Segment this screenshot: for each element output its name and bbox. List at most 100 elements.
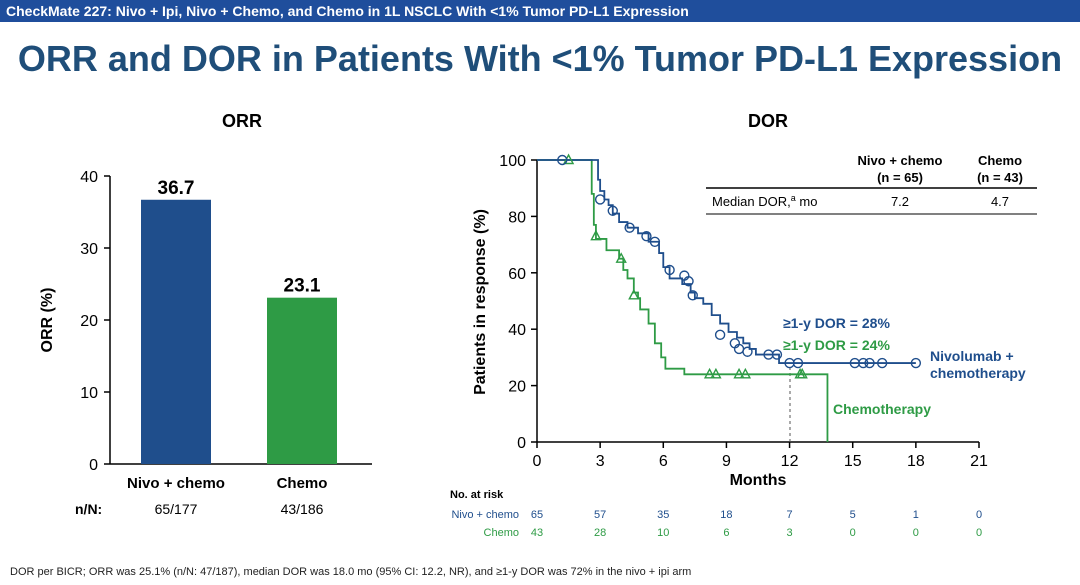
censor-mark-nivo-chemo xyxy=(624,222,635,233)
orr-chart: ORR ORR (%) 0 10 20 30 40 36.7 23.1 Nivo + c… xyxy=(39,111,372,517)
dor-x-tick-label: 12 xyxy=(781,453,799,470)
dor-y-tick-label: 80 xyxy=(508,209,526,226)
dor-x-ticks: 0 3 6 9 12 15 18 21 xyxy=(533,442,988,470)
censor-mark-nivo-chemo xyxy=(683,276,694,287)
censor-mark-nivo-chemo xyxy=(641,230,652,242)
median-table-row-label: Median DOR,a mo xyxy=(712,193,817,209)
censor-mark-nivo-chemo xyxy=(864,357,875,369)
orr-category-chemo: Chemo xyxy=(277,475,328,492)
risk-value: 0 xyxy=(976,509,982,521)
censor-mark-nivo-chemo xyxy=(742,346,753,357)
risk-row-label-nivo-chemo: Nivo + chemo xyxy=(451,509,519,521)
milestone-chemo: ≥1-y DOR = 24% xyxy=(783,337,890,353)
dor-y-tick-label: 100 xyxy=(499,153,526,170)
censor-mark-nivo-chemo xyxy=(594,194,606,205)
dor-y-tick-label: 0 xyxy=(517,435,526,452)
curve-label-chemotherapy: Chemotherapy xyxy=(833,401,931,417)
median-table-header-chemo: Chemo xyxy=(978,153,1022,168)
censor-mark-nivo-chemo xyxy=(664,264,675,276)
dor-y-tick-label: 60 xyxy=(508,266,526,283)
censor-mark-chemotherapy xyxy=(710,367,722,379)
censor-mark-chemotherapy xyxy=(703,367,716,379)
censor-mark-chemotherapy xyxy=(733,367,745,379)
dor-y-tick-label: 20 xyxy=(508,379,526,396)
risk-value: 0 xyxy=(976,527,982,539)
orr-y-ticks: 0 10 20 30 40 xyxy=(80,169,110,474)
risk-value: 65 xyxy=(531,509,543,521)
censor-mark-nivo-chemo xyxy=(858,357,869,369)
censor-mark-chemotherapy xyxy=(796,367,808,379)
orr-y-tick-label: 0 xyxy=(89,457,98,474)
dor-x-tick-label: 3 xyxy=(596,453,605,470)
orr-bar-nivo-chemo xyxy=(141,199,211,464)
risk-table-title: No. at risk xyxy=(450,489,504,501)
median-value-chemo: 4.7 xyxy=(991,194,1009,209)
censor-mark-chemotherapy xyxy=(628,288,640,300)
median-row-label-superscript: a xyxy=(791,193,796,203)
censor-mark-nivo-chemo xyxy=(687,290,698,301)
banner-bar: CheckMate 227: Nivo + Ipi, Nivo + Chemo,… xyxy=(0,0,1080,22)
median-row-label-text: Median DOR, xyxy=(712,194,791,209)
footnote: DOR per BICR; ORR was 25.1% (n/N: 47/187… xyxy=(10,566,692,578)
orr-y-tick-label: 30 xyxy=(80,241,98,258)
dor-x-tick-label: 9 xyxy=(722,453,731,470)
censor-mark-nivo-chemo xyxy=(649,236,661,247)
risk-value: 6 xyxy=(723,527,729,539)
risk-value: 1 xyxy=(913,509,919,521)
orr-n-nivo-chemo: 65/177 xyxy=(155,501,198,517)
dor-x-tick-label: 6 xyxy=(659,453,668,470)
km-curve-nivo-chemo xyxy=(537,159,916,364)
risk-value: 18 xyxy=(720,509,732,521)
censor-mark-chemotherapy xyxy=(615,252,627,263)
orr-category-nivo-chemo: Nivo + chemo xyxy=(127,475,225,492)
risk-row-label-chemo: Chemo xyxy=(484,527,519,539)
censor-mark-nivo-chemo xyxy=(876,357,888,369)
risk-value: 35 xyxy=(657,509,669,521)
median-table-subheader-nivo-chemo: (n = 65) xyxy=(877,170,923,185)
median-value-nivo-chemo: 7.2 xyxy=(891,194,909,209)
risk-value: 7 xyxy=(787,509,793,521)
risk-value: 43 xyxy=(531,527,543,539)
dor-x-label: Months xyxy=(730,472,787,489)
dor-x-tick-label: 15 xyxy=(844,453,862,470)
censor-mark-nivo-chemo xyxy=(557,154,568,166)
orr-value-label-chemo: 23.1 xyxy=(284,276,321,297)
risk-value: 3 xyxy=(787,527,793,539)
risk-value: 28 xyxy=(594,527,606,539)
orr-bar-chemo xyxy=(267,297,337,464)
km-curve-chemotherapy xyxy=(537,159,829,442)
dor-x-tick-label: 18 xyxy=(907,453,925,470)
censor-mark-nivo-chemo xyxy=(607,205,618,216)
censor-mark-chemotherapy xyxy=(739,367,752,379)
dor-title: DOR xyxy=(748,111,788,131)
risk-value: 0 xyxy=(850,527,856,539)
curve-label-nivo-line1: Nivolumab + xyxy=(930,348,1014,364)
orr-value-label-nivo-chemo: 36.7 xyxy=(158,178,195,199)
censor-marks-chemotherapy xyxy=(562,153,808,379)
risk-value: 0 xyxy=(913,527,919,539)
orr-n-label: n/N: xyxy=(75,501,102,517)
dor-x-tick-label: 21 xyxy=(970,453,988,470)
risk-table-values: 65 57 35 18 7 5 1 043 28 10 6 3 0 0 0 xyxy=(531,509,982,539)
dor-x-tick-label: 0 xyxy=(533,453,542,470)
median-dor-table: Nivo + chemo Chemo (n = 65) (n = 43) Med… xyxy=(706,153,1037,215)
orr-y-tick-label: 40 xyxy=(80,169,98,186)
censor-mark-nivo-chemo xyxy=(910,357,922,369)
risk-value: 57 xyxy=(594,509,606,521)
curve-label-nivo-line2: chemotherapy xyxy=(930,365,1026,381)
risk-value: 5 xyxy=(850,509,856,521)
dor-y-ticks: 0 20 40 60 80 100 xyxy=(499,153,537,452)
orr-title: ORR xyxy=(222,111,262,131)
orr-y-tick-label: 20 xyxy=(80,313,98,330)
orr-y-tick-label: 10 xyxy=(80,385,98,402)
median-table-header-nivo-chemo: Nivo + chemo xyxy=(858,153,943,168)
censor-mark-chemotherapy xyxy=(590,229,602,241)
banner-text: CheckMate 227: Nivo + Ipi, Nivo + Chemo,… xyxy=(6,3,689,19)
censor-mark-nivo-chemo xyxy=(714,329,726,341)
censor-mark-nivo-chemo xyxy=(771,349,783,360)
censor-mark-nivo-chemo xyxy=(792,357,804,369)
median-table-subheader-chemo: (n = 43) xyxy=(977,170,1023,185)
dor-y-tick-label: 40 xyxy=(508,322,526,339)
censor-marks-nivo-chemo xyxy=(557,154,922,369)
